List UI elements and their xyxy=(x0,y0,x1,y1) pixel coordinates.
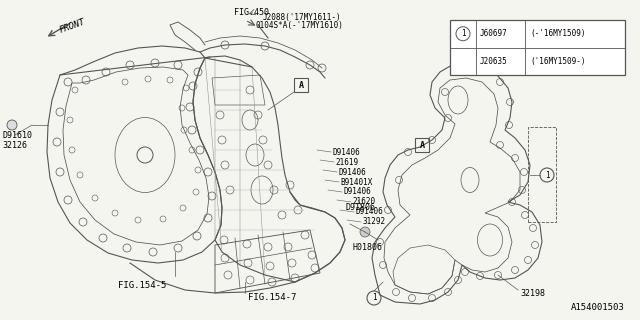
Text: D91806: D91806 xyxy=(345,204,375,212)
Text: FIG.450: FIG.450 xyxy=(234,7,269,17)
Text: J20635: J20635 xyxy=(480,57,508,66)
Text: 1: 1 xyxy=(461,29,465,38)
Text: D91406: D91406 xyxy=(343,188,371,196)
Text: 0104S*A(-'17MY1610): 0104S*A(-'17MY1610) xyxy=(255,20,343,29)
Circle shape xyxy=(360,227,370,237)
Text: FIG.154-7: FIG.154-7 xyxy=(248,293,296,302)
Text: 1: 1 xyxy=(372,293,376,302)
Text: 21619: 21619 xyxy=(335,157,358,166)
Text: FIG.154-5: FIG.154-5 xyxy=(118,281,166,290)
Bar xyxy=(415,138,429,152)
Text: A: A xyxy=(298,81,303,90)
Text: J60697: J60697 xyxy=(480,29,508,38)
Bar xyxy=(528,127,556,222)
Text: H01806: H01806 xyxy=(352,244,382,252)
Text: B91401X: B91401X xyxy=(340,178,372,187)
Circle shape xyxy=(7,120,17,130)
Text: A154001503: A154001503 xyxy=(572,303,625,312)
Bar xyxy=(294,78,308,92)
Text: D91406: D91406 xyxy=(332,148,360,156)
Text: 1: 1 xyxy=(545,171,549,180)
Bar xyxy=(450,20,625,75)
Text: 32198: 32198 xyxy=(520,289,545,298)
Text: FRONT: FRONT xyxy=(58,17,86,35)
Text: A: A xyxy=(419,140,424,149)
Text: 31292: 31292 xyxy=(362,218,385,227)
Text: (-'16MY1509): (-'16MY1509) xyxy=(530,29,586,38)
Text: 32126: 32126 xyxy=(2,140,27,149)
Text: D91610: D91610 xyxy=(2,131,32,140)
Text: J2088('17MY1611-): J2088('17MY1611-) xyxy=(263,12,342,21)
Text: ('16MY1509-): ('16MY1509-) xyxy=(530,57,586,66)
Text: D91406: D91406 xyxy=(355,207,383,217)
Text: 21620: 21620 xyxy=(352,197,375,206)
Text: D91406: D91406 xyxy=(338,167,365,177)
